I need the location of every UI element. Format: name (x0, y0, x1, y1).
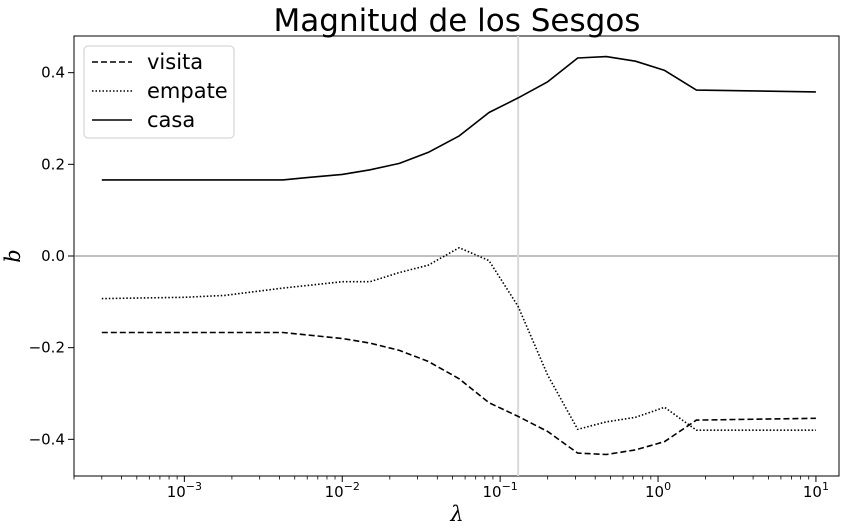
legend-label-empate: empate (147, 79, 228, 103)
x-tick-label: 10−1 (482, 480, 517, 501)
y-tick-label: −0.4 (29, 430, 65, 448)
y-tick-label: 0.0 (41, 247, 65, 265)
reference-lines (74, 36, 839, 476)
legend-box (83, 45, 235, 139)
plot-area: 10−3 10−2 10−1 100 101 −0.4 −0.2 0.0 0.2 0.4 (29, 35, 840, 501)
x-axis: 10−3 10−2 10−1 100 101 (73, 476, 829, 501)
series-line-empate (101, 246, 816, 432)
y-tick-label: −0.2 (29, 339, 65, 357)
y-tick-label: 0.4 (41, 64, 65, 82)
x-tick-label: 10−3 (167, 480, 202, 501)
series-line-casa (101, 55, 816, 181)
legend-label-visita: visita (147, 50, 203, 74)
y-axis-label: b (1, 249, 25, 262)
x-tick-label: 101 (803, 480, 829, 501)
series-lines (101, 55, 816, 456)
x-axis-label: λ (449, 502, 463, 526)
chart-title: Magnitud de los Sesgos (274, 3, 641, 39)
legend-label-casa: casa (147, 108, 195, 132)
legend: visita empate casa (83, 45, 235, 139)
y-tick-label: 0.2 (41, 155, 65, 173)
x-tick-label: 10−2 (325, 480, 360, 501)
x-tick-label: 100 (645, 480, 671, 501)
y-axis: −0.4 −0.2 0.0 0.2 0.4 (29, 64, 74, 448)
series-line-visita (101, 331, 816, 456)
